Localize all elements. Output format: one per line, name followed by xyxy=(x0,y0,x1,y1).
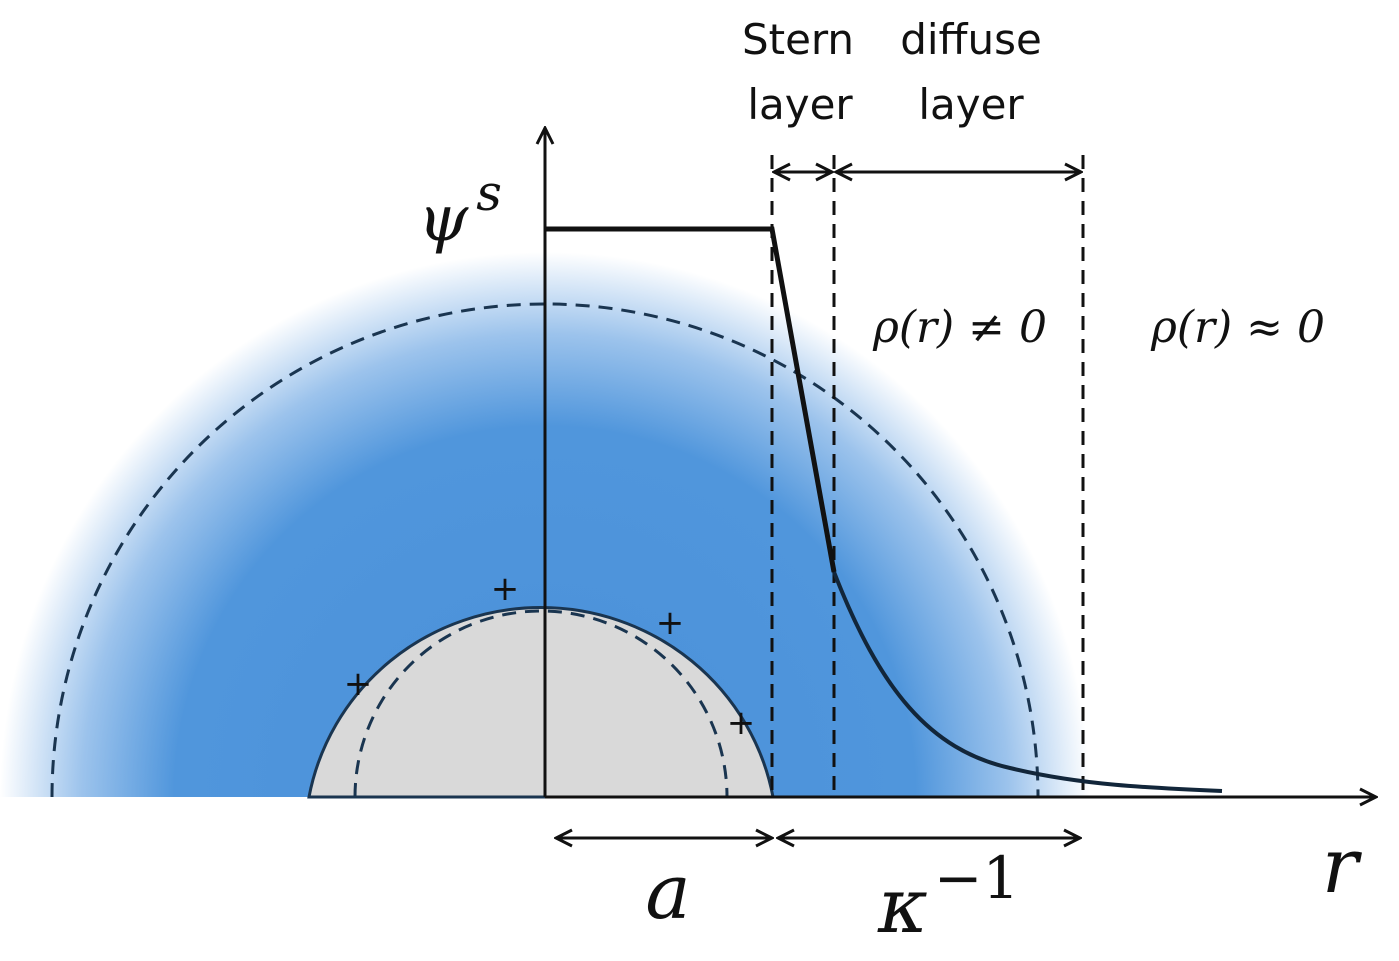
debye-label: κ −1 xyxy=(877,844,1019,950)
symbol: κ xyxy=(877,861,928,950)
charge: + xyxy=(491,569,520,609)
layer-boundaries xyxy=(770,155,1085,797)
region-label: ρ(r) ≈ 0 xyxy=(1150,302,1325,353)
diffuse-label: layer xyxy=(918,80,1024,129)
particle xyxy=(307,606,775,799)
potential-diffuse xyxy=(832,571,1223,793)
charge: + xyxy=(656,603,685,643)
symbol: ψ xyxy=(418,182,469,256)
radius-label: a xyxy=(645,847,690,936)
charge: + xyxy=(727,703,756,743)
dimension-arrows xyxy=(556,172,1081,838)
charge: + xyxy=(344,664,373,704)
potential-stern xyxy=(545,226,837,573)
stern-label: Stern xyxy=(742,15,854,64)
superscript: s xyxy=(476,164,502,222)
superscript: −1 xyxy=(934,844,1020,912)
stern-label: layer xyxy=(747,80,853,129)
inner-boundary xyxy=(353,609,729,798)
diffuse-label: diffuse xyxy=(900,15,1042,64)
region-label: ρ(r) ≠ 0 xyxy=(872,302,1047,353)
axis-label: r xyxy=(1322,821,1363,910)
